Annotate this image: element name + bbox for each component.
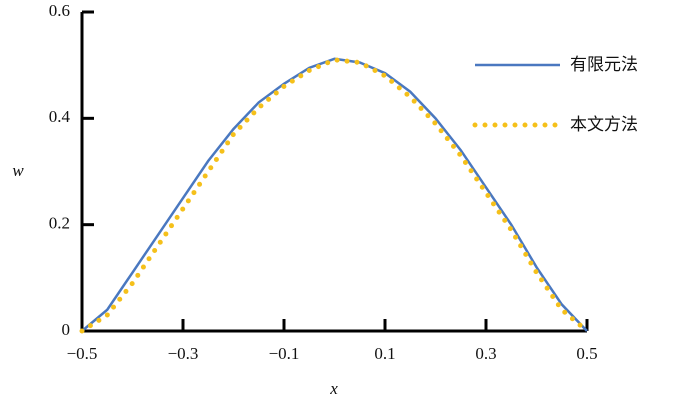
x-tick-label: −0.5 [67, 344, 98, 363]
x-tick-label: −0.1 [269, 344, 300, 363]
x-tick-label: 0.1 [374, 344, 395, 363]
y-tick-label: 0.2 [49, 214, 70, 233]
x-tick-label: −0.3 [168, 344, 199, 363]
y-axis-label: w [12, 161, 24, 180]
x-tick-label: 0.5 [576, 344, 597, 363]
x-axis-label: x [329, 379, 338, 398]
y-tick-label: 0.6 [49, 1, 70, 20]
series-line [81, 57, 588, 332]
series-line [79, 57, 590, 334]
y-tick-label: 0.4 [49, 107, 71, 126]
y-tick-label: 0 [62, 320, 71, 339]
legend-label: 有限元法 [570, 55, 638, 75]
legend-label: 本文方法 [570, 115, 638, 135]
x-tick-label: 0.3 [475, 344, 496, 363]
